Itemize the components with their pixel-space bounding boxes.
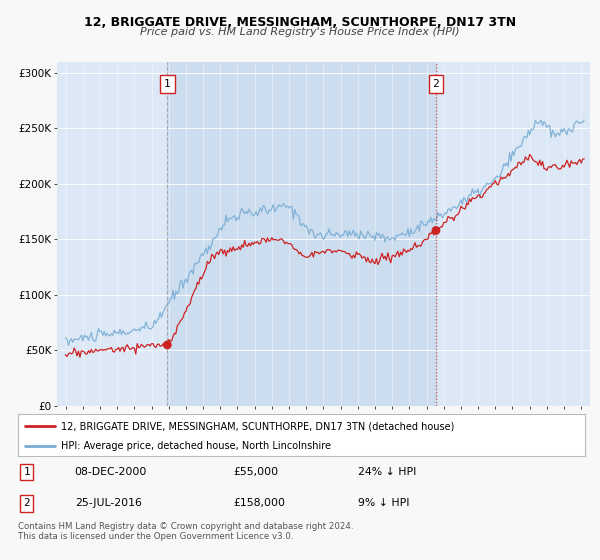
Text: 25-JUL-2016: 25-JUL-2016 — [75, 498, 142, 508]
Point — [163, 340, 172, 349]
Text: £158,000: £158,000 — [233, 498, 286, 508]
Text: 24% ↓ HPI: 24% ↓ HPI — [358, 467, 416, 477]
Text: 2: 2 — [23, 498, 30, 508]
Point — [431, 226, 441, 235]
Text: 12, BRIGGATE DRIVE, MESSINGHAM, SCUNTHORPE, DN17 3TN (detached house): 12, BRIGGATE DRIVE, MESSINGHAM, SCUNTHOR… — [61, 421, 454, 431]
Text: £55,000: £55,000 — [233, 467, 278, 477]
Text: HPI: Average price, detached house, North Lincolnshire: HPI: Average price, detached house, Nort… — [61, 441, 331, 451]
Text: Contains HM Land Registry data © Crown copyright and database right 2024.
This d: Contains HM Land Registry data © Crown c… — [18, 522, 353, 542]
Text: 9% ↓ HPI: 9% ↓ HPI — [358, 498, 410, 508]
Text: 08-DEC-2000: 08-DEC-2000 — [75, 467, 147, 477]
Bar — [167, 62, 436, 406]
Text: 1: 1 — [23, 467, 30, 477]
Text: 1: 1 — [164, 79, 171, 89]
Text: 12, BRIGGATE DRIVE, MESSINGHAM, SCUNTHORPE, DN17 3TN: 12, BRIGGATE DRIVE, MESSINGHAM, SCUNTHOR… — [84, 16, 516, 29]
Text: 2: 2 — [433, 79, 439, 89]
Text: Price paid vs. HM Land Registry's House Price Index (HPI): Price paid vs. HM Land Registry's House … — [140, 27, 460, 37]
